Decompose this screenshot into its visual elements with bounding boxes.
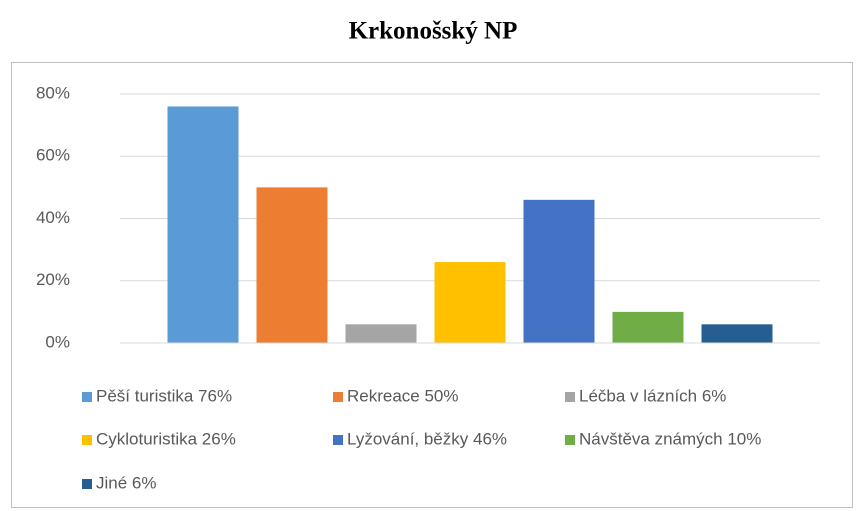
legend-swatch <box>82 435 92 445</box>
legend-label: Jiné 6% <box>96 473 156 492</box>
legend-swatch <box>82 479 92 489</box>
bar <box>612 311 684 343</box>
legend-label: Léčba v lázních 6% <box>579 386 726 405</box>
bar <box>523 199 595 343</box>
chart-border <box>11 62 853 508</box>
bar <box>701 324 773 343</box>
legend-swatch <box>565 435 575 445</box>
bar <box>434 262 506 343</box>
legend-swatch <box>82 392 92 402</box>
chart-title: Krkonošský NP <box>349 18 518 45</box>
legend-label: Rekreace 50% <box>347 386 459 405</box>
y-tick-label: 60% <box>36 146 70 165</box>
y-tick-label: 20% <box>36 270 70 289</box>
bar <box>345 324 417 343</box>
legend-label: Cykloturistika 26% <box>96 429 236 448</box>
legend-label: Návštěva známých 10% <box>579 429 761 448</box>
legend-label: Lyžování, běžky 46% <box>347 429 507 448</box>
y-tick-label: 80% <box>36 83 70 102</box>
bar <box>256 187 328 343</box>
legend-swatch <box>565 392 575 402</box>
y-tick-label: 40% <box>36 208 70 227</box>
legend-label: Pěší turistika 76% <box>96 386 232 405</box>
legend-swatch <box>333 392 343 402</box>
y-tick-label: 0% <box>45 332 70 351</box>
legend-swatch <box>333 435 343 445</box>
bar <box>167 106 239 343</box>
